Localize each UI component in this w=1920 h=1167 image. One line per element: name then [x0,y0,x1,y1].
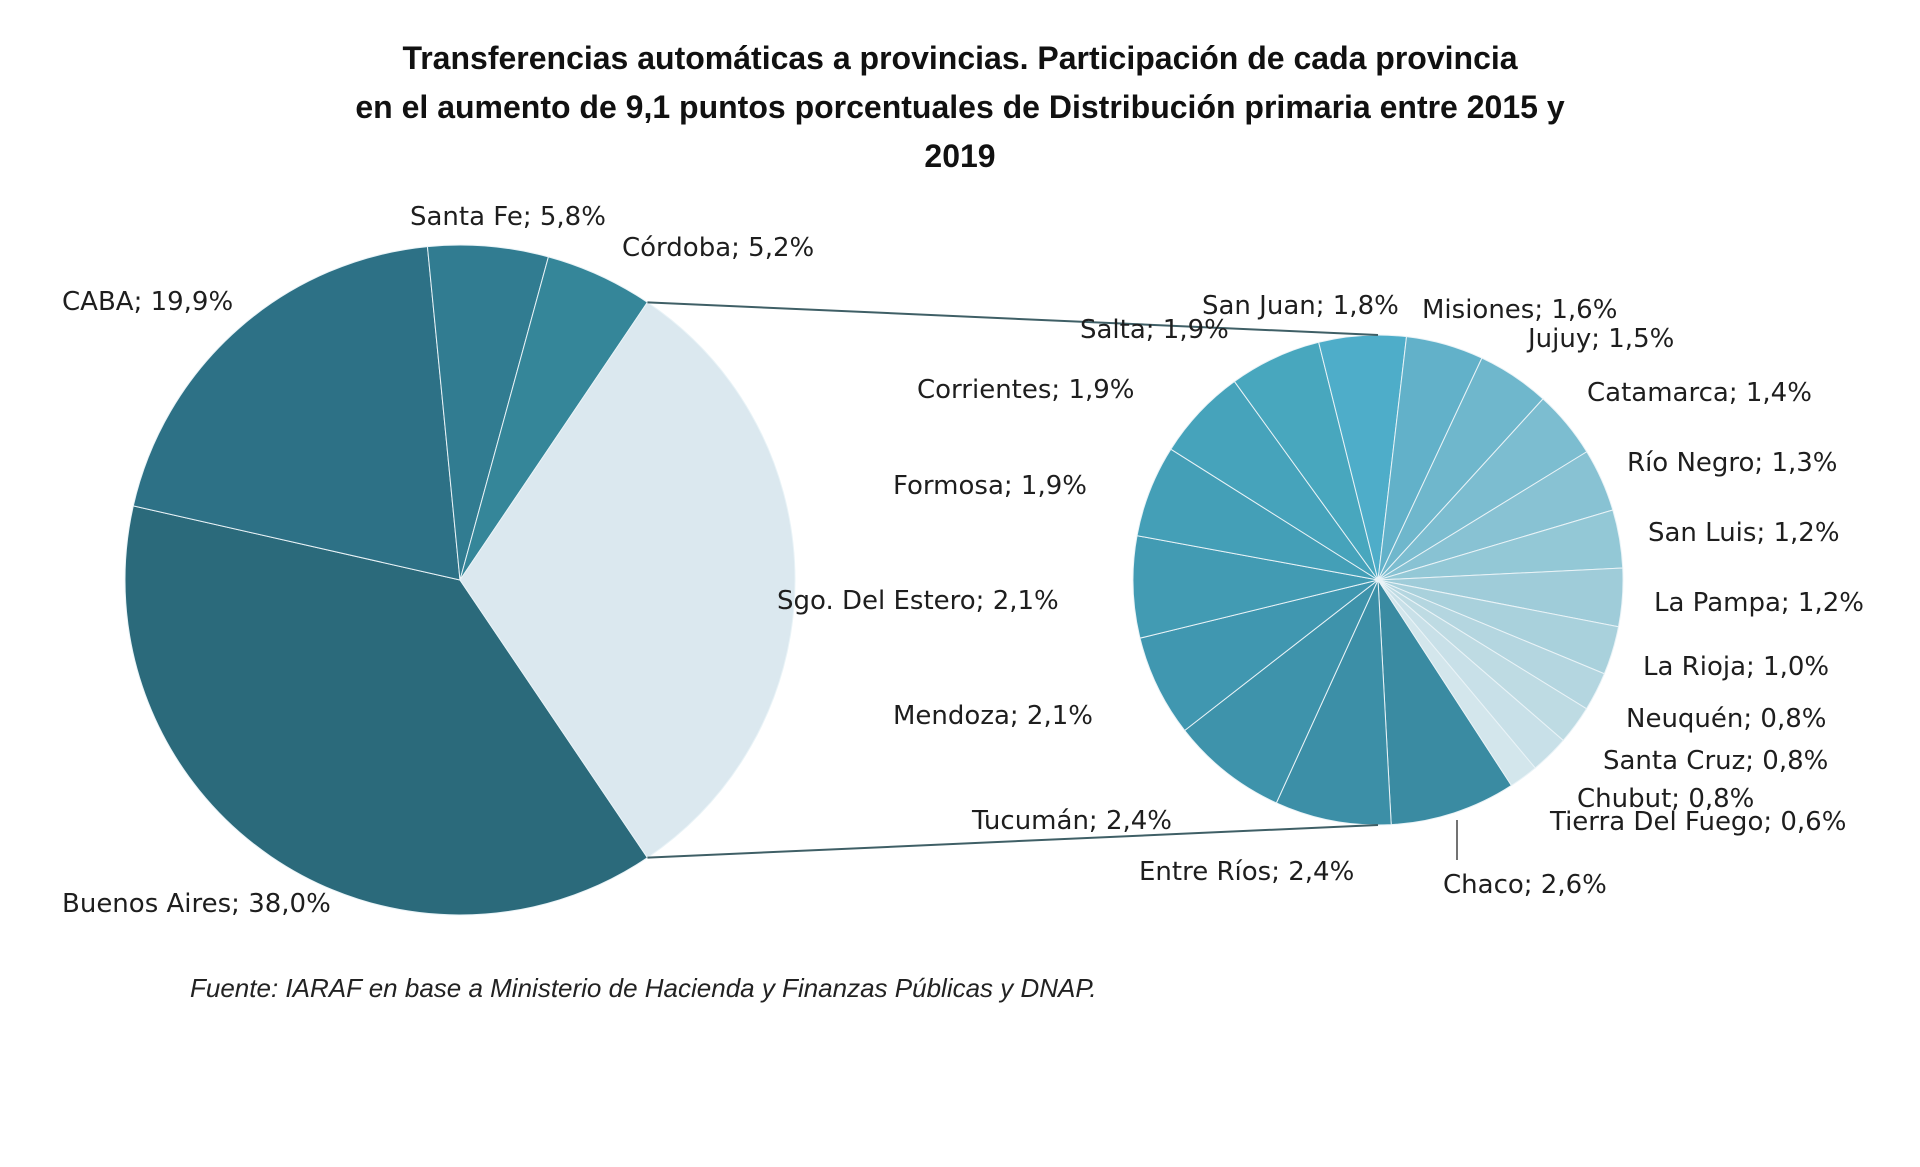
label-santa-cruz: Santa Cruz; 0,8% [1603,746,1828,776]
label-buenos-aires: Buenos Aires; 38,0% [62,889,331,919]
label-misiones: Misiones; 1,6% [1422,295,1617,325]
slice-caba [132,246,461,581]
label-catamarca: Catamarca; 1,4% [1587,378,1812,408]
label-cordoba: Córdoba; 5,2% [622,233,814,263]
label-san-juan: San Juan; 1,8% [1202,291,1399,321]
label-santa-fe: Santa Fe; 5,8% [410,202,606,232]
label-sgo-del-estero: Sgo. Del Estero; 2,1% [777,586,1059,616]
breakdown-pie [1132,334,1624,826]
label-jujuy: Jujuy; 1,5% [1526,324,1674,354]
label-rio-negro: Río Negro; 1,3% [1627,448,1838,478]
chart-title-line-1: Transferencias automáticas a provincias.… [402,40,1518,76]
chart-title-line-2: en el aumento de 9,1 puntos porcentuales… [355,89,1565,125]
slice-tierra-del-fuego [1377,579,1536,787]
data-labels: Buenos Aires; 38,0% CABA; 19,9% Santa Fe… [62,202,1864,919]
label-salta: Salta; 1,9% [1080,315,1229,345]
label-tierra-del-fuego: Tierra Del Fuego; 0,6% [1549,807,1846,837]
slice-entre-rios [1275,579,1392,826]
chart-title-line-3: 2019 [924,138,996,174]
label-san-luis: San Luis; 1,2% [1648,518,1840,548]
label-chubut: Chubut; 0,8% [1577,784,1754,814]
label-la-rioja: La Rioja; 1,0% [1643,652,1829,682]
label-chaco: Chaco; 2,6% [1443,870,1607,900]
chart-title: Transferencias automáticas a provincias.… [0,34,1920,181]
slice-tucuman [1183,579,1379,804]
label-la-pampa: La Pampa; 1,2% [1654,588,1864,618]
slice-chaco [1377,578,1513,826]
slice-santa-fe [426,244,550,581]
slice-buenos-aires [124,505,649,916]
main-pie [124,244,796,916]
label-tucuman: Tucumán; 2,4% [971,806,1172,836]
label-corrientes: Corrientes; 1,9% [917,375,1135,405]
label-entre-rios: Entre Ríos; 2,4% [1139,857,1354,887]
label-formosa: Formosa; 1,9% [893,471,1087,501]
label-neuquen: Neuquén; 0,8% [1626,704,1826,734]
connector-bottom [647,824,1379,859]
slice-resto [459,301,796,859]
label-caba: CABA; 19,9% [62,287,233,317]
source-note: Fuente: IARAF en base a Ministerio de Ha… [190,973,1097,1003]
label-mendoza: Mendoza; 2,1% [893,701,1093,731]
connector-lines [647,301,1379,859]
connector-top [647,301,1379,336]
